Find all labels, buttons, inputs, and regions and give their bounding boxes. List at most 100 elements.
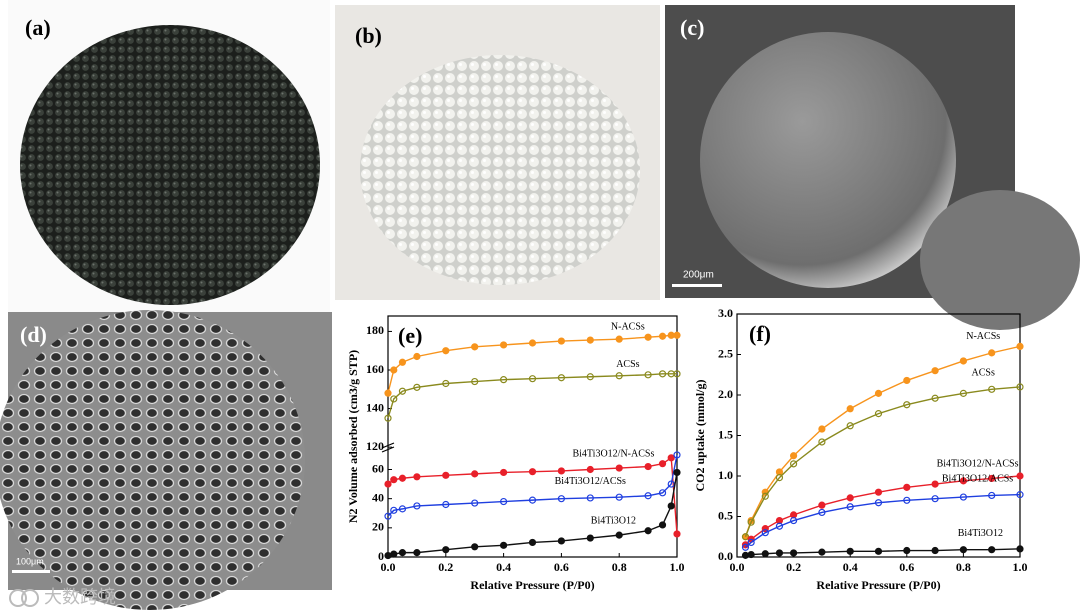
x-axis-label: Relative Pressure (P/P0) bbox=[470, 578, 594, 592]
data-point bbox=[557, 467, 566, 475]
series-label: Bi4Ti3O12/N-ACSs bbox=[937, 459, 1019, 470]
y-tick-label: 0 bbox=[378, 549, 384, 563]
data-point bbox=[658, 370, 667, 378]
data-point bbox=[1016, 491, 1024, 499]
data-point bbox=[413, 549, 421, 557]
data-point bbox=[644, 527, 652, 535]
data-point bbox=[931, 394, 939, 402]
data-point bbox=[658, 521, 667, 529]
data-point bbox=[761, 529, 769, 537]
data-point bbox=[988, 546, 996, 554]
series-line bbox=[387, 373, 677, 419]
series-line bbox=[745, 548, 1021, 557]
data-point bbox=[747, 550, 755, 559]
data-point bbox=[903, 496, 911, 504]
x-axis-label: Relative Pressure (P/P0) bbox=[816, 578, 940, 592]
x-tick-label: 0.2 bbox=[438, 560, 453, 574]
x-tick-label: 0.4 bbox=[843, 560, 858, 574]
y-tick-label: 120 bbox=[366, 439, 384, 453]
data-point bbox=[442, 546, 450, 554]
data-point bbox=[500, 376, 508, 384]
series-label: N-ACSs bbox=[611, 322, 645, 333]
data-point bbox=[586, 494, 594, 502]
data-point bbox=[413, 502, 421, 510]
data-point bbox=[528, 496, 537, 504]
data-point bbox=[846, 547, 854, 555]
data-point bbox=[557, 337, 566, 345]
data-point bbox=[528, 538, 537, 547]
data-point bbox=[959, 357, 968, 365]
data-point bbox=[818, 438, 826, 446]
data-point bbox=[528, 468, 537, 476]
series-label: N-ACSs bbox=[966, 331, 1000, 342]
data-point bbox=[528, 375, 537, 383]
data-point bbox=[500, 497, 508, 506]
data-point bbox=[557, 537, 566, 545]
data-point bbox=[959, 389, 968, 397]
data-point bbox=[673, 468, 681, 477]
data-point bbox=[390, 506, 398, 514]
data-point bbox=[471, 470, 479, 478]
data-point bbox=[390, 550, 398, 558]
data-point bbox=[442, 471, 450, 479]
data-point bbox=[413, 473, 421, 481]
photo-d: (d) 100μm bbox=[0, 310, 332, 610]
panel-label: (f) bbox=[749, 321, 771, 346]
y-tick-label: 1.0 bbox=[718, 468, 733, 482]
data-point bbox=[747, 538, 755, 547]
data-point bbox=[846, 405, 854, 413]
data-point bbox=[500, 341, 508, 349]
y-tick-label: 20 bbox=[372, 520, 384, 534]
y-tick-label: 160 bbox=[366, 362, 384, 376]
x-tick-label: 0.6 bbox=[554, 560, 569, 574]
x-tick-label: 0.8 bbox=[612, 560, 627, 574]
data-point bbox=[644, 371, 652, 379]
data-point bbox=[667, 454, 675, 462]
data-point bbox=[775, 549, 784, 557]
photo-a: (a) bbox=[8, 0, 330, 312]
data-point bbox=[775, 522, 784, 530]
data-point bbox=[644, 492, 652, 500]
data-point bbox=[384, 414, 392, 422]
y-tick-label: 3.0 bbox=[718, 306, 733, 320]
y-tick-label: 140 bbox=[366, 400, 384, 414]
data-point bbox=[903, 546, 911, 555]
data-point bbox=[846, 494, 854, 502]
data-point bbox=[471, 499, 479, 507]
data-point bbox=[988, 474, 996, 483]
data-point bbox=[959, 546, 968, 554]
data-point bbox=[658, 332, 667, 340]
data-point bbox=[667, 480, 675, 488]
data-point bbox=[442, 500, 450, 509]
photo-b: (b) bbox=[335, 5, 660, 300]
data-point bbox=[1016, 383, 1024, 391]
data-point bbox=[818, 425, 826, 433]
scale-bar: 100μm bbox=[16, 556, 44, 566]
data-point bbox=[874, 547, 883, 555]
data-point bbox=[789, 516, 798, 525]
panel-label: (c) bbox=[680, 15, 704, 40]
y-tick-label: 0.0 bbox=[718, 549, 733, 563]
data-point bbox=[931, 367, 939, 375]
data-point bbox=[442, 347, 450, 355]
y-tick-label: 180 bbox=[366, 323, 384, 337]
charts: 0 20 40 60 120 140 160 180 0.0 0.2 0.4 0.6 0.8 1.0 Rel… bbox=[346, 306, 1028, 592]
data-point bbox=[959, 477, 968, 485]
data-point bbox=[615, 335, 623, 343]
data-point bbox=[384, 551, 392, 560]
data-point bbox=[673, 451, 681, 459]
x-tick-label: 0.4 bbox=[496, 560, 511, 574]
data-point bbox=[398, 474, 407, 482]
data-point bbox=[874, 389, 883, 397]
data-point bbox=[413, 383, 421, 391]
y-tick-label: 0.5 bbox=[718, 508, 733, 522]
series-label: ACSs bbox=[972, 368, 995, 379]
series-label: Bi4Ti3O12/ACSs bbox=[942, 474, 1013, 485]
data-point bbox=[789, 549, 798, 557]
data-point bbox=[398, 505, 407, 513]
data-point bbox=[615, 372, 623, 380]
data-point bbox=[384, 512, 392, 520]
data-point bbox=[615, 464, 623, 472]
data-point bbox=[384, 480, 392, 488]
